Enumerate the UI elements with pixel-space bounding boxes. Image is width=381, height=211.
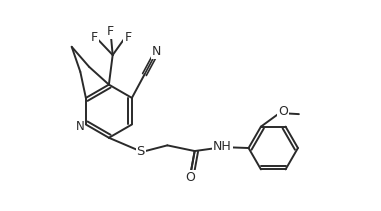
Text: O: O [278,105,288,118]
Text: NH: NH [213,140,232,153]
Text: F: F [91,31,98,45]
Text: N: N [152,45,162,58]
Text: O: O [185,171,195,184]
Text: S: S [136,145,145,158]
Text: F: F [124,31,131,44]
Text: F: F [106,25,114,38]
Text: N: N [76,120,85,133]
